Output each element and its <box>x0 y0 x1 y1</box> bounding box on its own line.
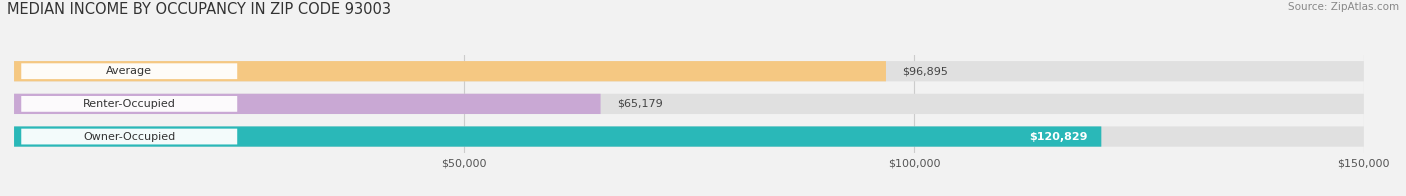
FancyBboxPatch shape <box>21 129 238 144</box>
FancyBboxPatch shape <box>14 94 600 114</box>
Text: Owner-Occupied: Owner-Occupied <box>83 132 176 142</box>
FancyBboxPatch shape <box>14 126 1101 147</box>
Text: MEDIAN INCOME BY OCCUPANCY IN ZIP CODE 93003: MEDIAN INCOME BY OCCUPANCY IN ZIP CODE 9… <box>7 2 391 17</box>
FancyBboxPatch shape <box>14 126 1364 147</box>
FancyBboxPatch shape <box>14 94 1364 114</box>
Text: $96,895: $96,895 <box>903 66 948 76</box>
Text: Renter-Occupied: Renter-Occupied <box>83 99 176 109</box>
Text: Average: Average <box>107 66 152 76</box>
FancyBboxPatch shape <box>21 96 238 112</box>
FancyBboxPatch shape <box>14 61 1364 81</box>
Text: Source: ZipAtlas.com: Source: ZipAtlas.com <box>1288 2 1399 12</box>
Text: $120,829: $120,829 <box>1029 132 1088 142</box>
FancyBboxPatch shape <box>21 63 238 79</box>
Text: $65,179: $65,179 <box>617 99 662 109</box>
FancyBboxPatch shape <box>14 61 886 81</box>
